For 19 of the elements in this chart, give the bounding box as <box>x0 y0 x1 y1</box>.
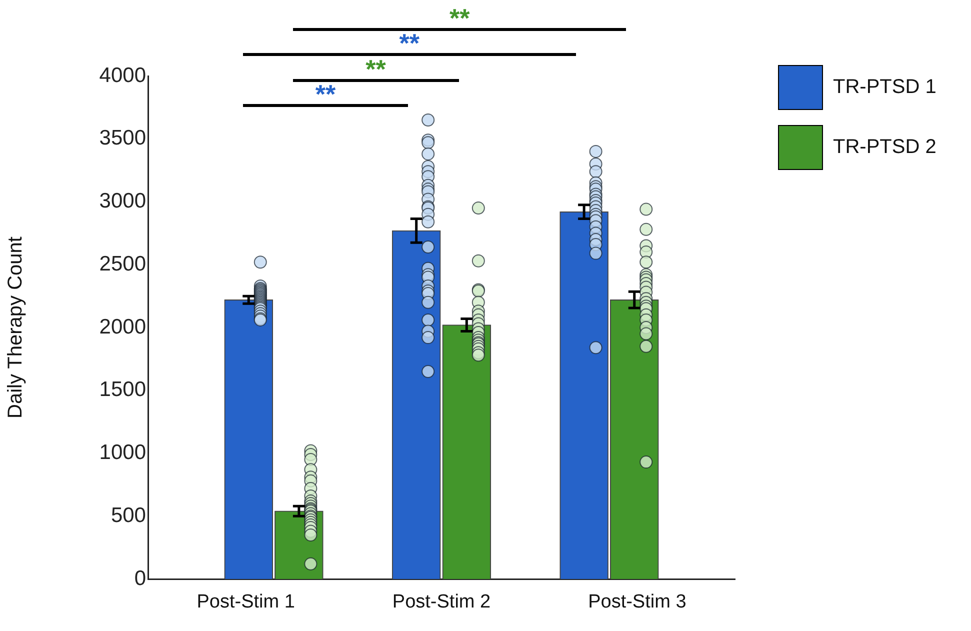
x-tick-label: Post-Stim 1 <box>196 592 295 613</box>
y-axis-title: Daily Therapy Count <box>4 236 27 418</box>
y-tick-label: 0 <box>134 566 146 590</box>
y-tick-label: 1500 <box>99 378 146 402</box>
y-tick-label: 2000 <box>99 315 146 338</box>
y-tick-label: 4000 <box>99 64 146 87</box>
y-tick-label: 1000 <box>99 441 146 464</box>
annotation: ** <box>366 54 386 84</box>
legend-label: TR-PTSD 2 <box>833 136 936 158</box>
y-tick-label: 3500 <box>99 126 146 150</box>
legend-label: TR-PTSD 1 <box>833 76 936 98</box>
y-tick-label: 500 <box>110 504 146 527</box>
x-tick-label: Post-Stim 3 <box>588 592 686 613</box>
annotation: ** <box>315 79 336 109</box>
x-tick-label: Post-Stim 2 <box>392 592 491 613</box>
text: ** <box>399 28 420 58</box>
y-tick-label: 2500 <box>99 252 146 276</box>
y-tick-label: 3000 <box>99 190 146 213</box>
text: ** <box>450 2 470 32</box>
